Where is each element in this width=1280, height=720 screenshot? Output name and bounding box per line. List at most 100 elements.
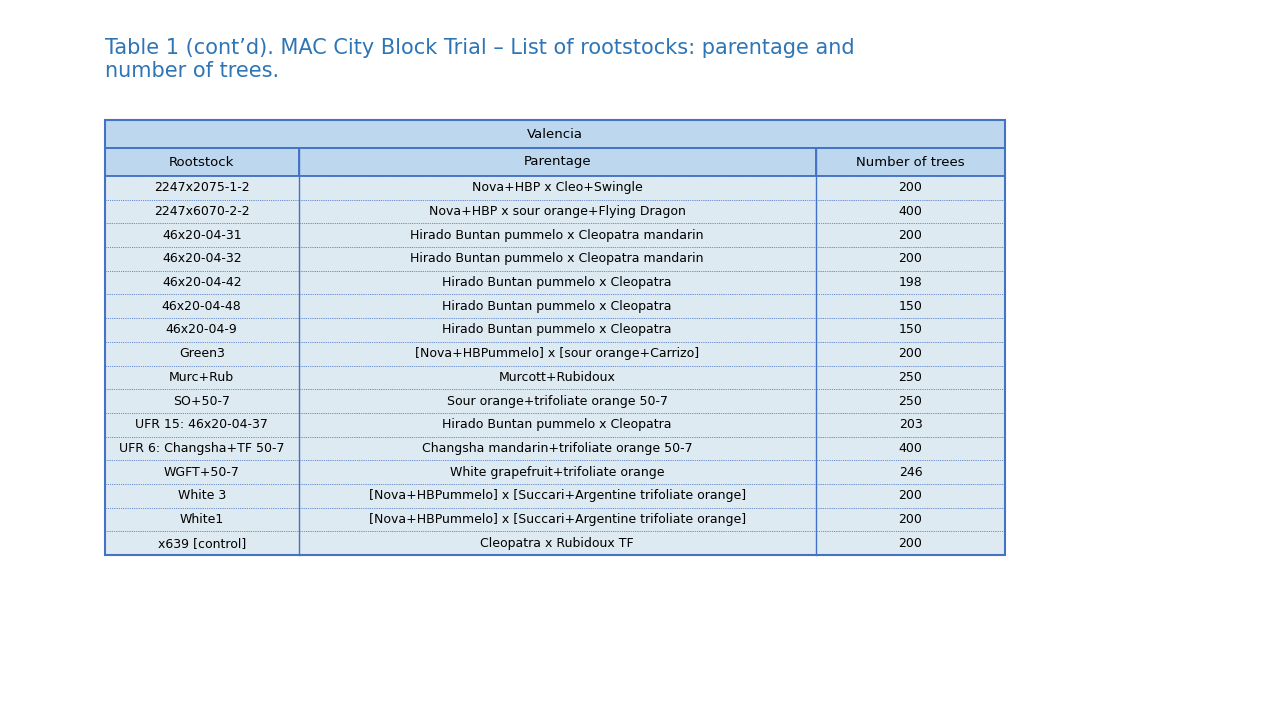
Text: Sour orange+trifoliate orange 50-7: Sour orange+trifoliate orange 50-7 xyxy=(447,395,668,408)
Bar xyxy=(817,318,1005,342)
Bar xyxy=(105,390,298,413)
Bar xyxy=(817,271,1005,294)
Text: 400: 400 xyxy=(899,442,923,455)
Bar xyxy=(298,531,817,555)
Bar xyxy=(298,318,817,342)
Text: White grapefruit+trifoliate orange: White grapefruit+trifoliate orange xyxy=(451,466,664,479)
Bar xyxy=(105,436,298,460)
Text: 46x20-04-48: 46x20-04-48 xyxy=(161,300,242,312)
Text: Table 1 (cont’d). MAC City Block Trial – List of rootstocks: parentage and: Table 1 (cont’d). MAC City Block Trial –… xyxy=(105,38,855,58)
Bar xyxy=(298,176,817,199)
Text: [Nova+HBPummelo] x [Succari+Argentine trifoliate orange]: [Nova+HBPummelo] x [Succari+Argentine tr… xyxy=(369,490,746,503)
Bar xyxy=(105,342,298,366)
Bar xyxy=(298,271,817,294)
Bar xyxy=(817,223,1005,247)
Bar xyxy=(298,247,817,271)
Text: 200: 200 xyxy=(899,536,923,549)
Bar xyxy=(817,390,1005,413)
Bar xyxy=(105,318,298,342)
Text: 250: 250 xyxy=(899,395,923,408)
Bar xyxy=(105,413,298,436)
Bar xyxy=(298,148,817,176)
Text: WGFT+50-7: WGFT+50-7 xyxy=(164,466,239,479)
Text: 46x20-04-42: 46x20-04-42 xyxy=(163,276,242,289)
Text: 150: 150 xyxy=(899,300,923,312)
Text: Hirado Buntan pummelo x Cleopatra: Hirado Buntan pummelo x Cleopatra xyxy=(443,418,672,431)
Text: Valencia: Valencia xyxy=(527,127,582,140)
Bar xyxy=(298,436,817,460)
Bar xyxy=(298,294,817,318)
Text: 46x20-04-31: 46x20-04-31 xyxy=(163,229,242,242)
Bar xyxy=(105,294,298,318)
Bar xyxy=(105,247,298,271)
Text: UFR 6: Changsha+TF 50-7: UFR 6: Changsha+TF 50-7 xyxy=(119,442,284,455)
Bar xyxy=(105,120,1005,148)
Text: Changsha mandarin+trifoliate orange 50-7: Changsha mandarin+trifoliate orange 50-7 xyxy=(422,442,692,455)
Text: x639 [control]: x639 [control] xyxy=(157,536,246,549)
Bar xyxy=(298,508,817,531)
Text: 200: 200 xyxy=(899,347,923,360)
Bar xyxy=(105,176,298,199)
Bar xyxy=(105,531,298,555)
Text: 46x20-04-32: 46x20-04-32 xyxy=(163,253,242,266)
Bar xyxy=(817,148,1005,176)
Text: Number of trees: Number of trees xyxy=(856,156,965,168)
Text: 250: 250 xyxy=(899,371,923,384)
Text: Hirado Buntan pummelo x Cleopatra: Hirado Buntan pummelo x Cleopatra xyxy=(443,323,672,336)
Bar xyxy=(298,366,817,390)
Text: Hirado Buntan pummelo x Cleopatra mandarin: Hirado Buntan pummelo x Cleopatra mandar… xyxy=(411,253,704,266)
Text: 203: 203 xyxy=(899,418,923,431)
Bar xyxy=(817,531,1005,555)
Text: Hirado Buntan pummelo x Cleopatra mandarin: Hirado Buntan pummelo x Cleopatra mandar… xyxy=(411,229,704,242)
Bar xyxy=(105,484,298,508)
Bar xyxy=(817,460,1005,484)
Bar xyxy=(105,366,298,390)
Text: [Nova+HBPummelo] x [sour orange+Carrizo]: [Nova+HBPummelo] x [sour orange+Carrizo] xyxy=(415,347,699,360)
Text: 2247x2075-1-2: 2247x2075-1-2 xyxy=(154,181,250,194)
Bar xyxy=(817,247,1005,271)
Bar xyxy=(817,176,1005,199)
Bar xyxy=(298,223,817,247)
Bar xyxy=(105,223,298,247)
Text: 198: 198 xyxy=(899,276,923,289)
Bar xyxy=(298,342,817,366)
Text: number of trees.: number of trees. xyxy=(105,61,279,81)
Bar xyxy=(298,484,817,508)
Text: 200: 200 xyxy=(899,181,923,194)
Bar xyxy=(817,508,1005,531)
Text: 2247x6070-2-2: 2247x6070-2-2 xyxy=(154,205,250,218)
Text: Murc+Rub: Murc+Rub xyxy=(169,371,234,384)
Text: Parentage: Parentage xyxy=(524,156,591,168)
Bar xyxy=(817,484,1005,508)
Text: White1: White1 xyxy=(179,513,224,526)
Bar xyxy=(298,460,817,484)
Text: Nova+HBP x Cleo+Swingle: Nova+HBP x Cleo+Swingle xyxy=(472,181,643,194)
Text: Nova+HBP x sour orange+Flying Dragon: Nova+HBP x sour orange+Flying Dragon xyxy=(429,205,686,218)
Text: 200: 200 xyxy=(899,490,923,503)
Bar xyxy=(817,199,1005,223)
Text: 246: 246 xyxy=(899,466,923,479)
Text: 200: 200 xyxy=(899,229,923,242)
Bar xyxy=(298,390,817,413)
Bar xyxy=(817,366,1005,390)
Text: White 3: White 3 xyxy=(178,490,225,503)
Text: UFR 15: 46x20-04-37: UFR 15: 46x20-04-37 xyxy=(136,418,269,431)
Bar xyxy=(105,271,298,294)
Text: Green3: Green3 xyxy=(179,347,225,360)
Text: SO+50-7: SO+50-7 xyxy=(173,395,230,408)
Bar xyxy=(298,199,817,223)
Bar xyxy=(105,199,298,223)
Bar xyxy=(817,294,1005,318)
Text: 46x20-04-9: 46x20-04-9 xyxy=(166,323,238,336)
Text: 400: 400 xyxy=(899,205,923,218)
Bar xyxy=(817,413,1005,436)
Bar xyxy=(817,342,1005,366)
Bar xyxy=(817,436,1005,460)
Text: 200: 200 xyxy=(899,253,923,266)
Bar xyxy=(105,148,298,176)
Text: Hirado Buntan pummelo x Cleopatra: Hirado Buntan pummelo x Cleopatra xyxy=(443,300,672,312)
Bar xyxy=(105,120,1005,555)
Text: 200: 200 xyxy=(899,513,923,526)
Text: Cleopatra x Rubidoux TF: Cleopatra x Rubidoux TF xyxy=(480,536,634,549)
Text: Rootstock: Rootstock xyxy=(169,156,234,168)
